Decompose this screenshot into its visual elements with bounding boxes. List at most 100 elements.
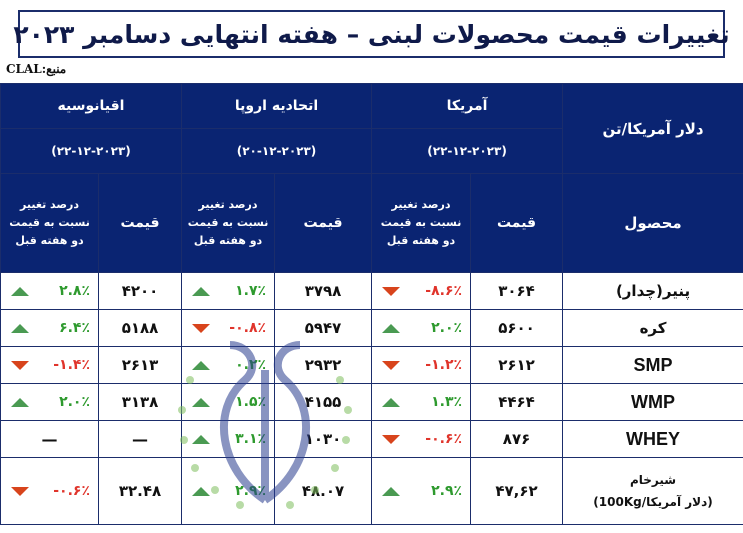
table-row: کره ۵۶۰۰ ۲.۰٪ ۵۹۴۷ -۰.۸٪ ۵۱۸۸ ۶.۴٪	[0, 309, 743, 347]
pct-header-line: نسبت به قیمت	[380, 216, 462, 229]
pct-change-us: -۱.۲٪	[371, 346, 472, 384]
unit-header: دلار آمریکا/تن	[562, 83, 743, 174]
pct-change-oc: ۶.۴٪	[0, 309, 100, 347]
region-us-date: (۲۲-۱۲-۲۰۲۳)	[371, 128, 564, 174]
pct-change-oc: —	[0, 420, 100, 458]
table-row: شیرخام (دلار آمریکا/100Kg) ۴۷,۶۲ ۲.۹٪ ۴۸.۰۷ ۲…	[0, 457, 743, 525]
product-name: کره	[562, 309, 743, 347]
pct-value: ۱.۵٪	[235, 394, 267, 410]
page-title: تغییرات قیمت محصولات لبنی – هفته انتهایی…	[13, 19, 730, 49]
triangle-down-icon	[192, 323, 211, 333]
price-us: ۲۶۱۲	[470, 346, 564, 384]
price-oc: ۳۱۳۸	[98, 383, 183, 421]
pct-value: ۲.۹٪	[431, 483, 463, 499]
pct-change-us: ۱.۳٪	[371, 383, 472, 421]
pct-change-eu: ۰.۲٪	[181, 346, 276, 384]
pct-value: -۱.۴٪	[53, 357, 91, 373]
pct-value: -۸.۶٪	[425, 283, 463, 299]
pct-header-oc: درصد تغییر نسبت به قیمت دو هفته قبل	[0, 173, 100, 273]
price-us: ۵۶۰۰	[470, 309, 564, 347]
pct-change-oc: -۱.۴٪	[0, 346, 100, 384]
pct-header-line: درصد تغییر	[20, 198, 79, 211]
pct-value: -۰.۶٪	[53, 483, 91, 499]
price-us: ۴۷,۶۲	[470, 457, 564, 525]
price-eu: ۱۰۳۰	[274, 420, 373, 458]
pct-change-us: -۸.۶٪	[371, 272, 472, 310]
pct-value: ۶.۴٪	[59, 320, 91, 336]
pct-value: -۰.۶٪	[425, 431, 463, 447]
pct-header-line: دو هفته قبل	[193, 234, 263, 247]
product-name: WMP	[562, 383, 743, 421]
region-eu-name: اتحادیه اروپا	[181, 83, 373, 129]
triangle-up-icon	[192, 360, 211, 370]
price-oc: ۴۲۰۰	[98, 272, 183, 310]
triangle-up-icon	[11, 323, 29, 333]
price-us: ۴۴۶۴	[470, 383, 564, 421]
pct-header-line: دو هفته قبل	[15, 234, 84, 247]
table-row: WHEY ۸۷۶ -۰.۶٪ ۱۰۳۰ ۳.۱٪ — —	[0, 420, 743, 458]
pct-change-eu: ۳.۱٪	[181, 420, 276, 458]
pct-header-line: درصد تغییر	[391, 198, 451, 211]
pct-change-eu: ۱.۷٪	[181, 272, 276, 310]
price-eu: ۴۱۵۵	[274, 383, 373, 421]
price-eu: ۳۷۹۸	[274, 272, 373, 310]
region-eu-date: (۲۰-۱۲-۲۰۲۳)	[181, 128, 373, 174]
triangle-down-icon	[11, 360, 29, 370]
triangle-up-icon	[382, 486, 401, 496]
pct-value: ۲.۰٪	[431, 320, 463, 336]
pct-change-us: ۲.۹٪	[371, 457, 472, 525]
triangle-down-icon	[382, 434, 401, 444]
price-header-eu: قیمت	[274, 173, 373, 273]
region-oc-name: اقیانوسیه	[0, 83, 183, 129]
triangle-up-icon	[192, 286, 211, 296]
triangle-down-icon	[382, 360, 401, 370]
region-oc-date: (۲۲-۱۲-۲۰۲۳)	[0, 128, 183, 174]
table-row: WMP ۴۴۶۴ ۱.۳٪ ۴۱۵۵ ۱.۵٪ ۳۱۳۸ ۲.۰٪	[0, 383, 743, 421]
pct-header-us: درصد تغییر نسبت به قیمت دو هفته قبل	[371, 173, 472, 273]
triangle-up-icon	[11, 397, 29, 407]
pct-change-us: ۲.۰٪	[371, 309, 472, 347]
pct-value: ۱.۳٪	[431, 394, 463, 410]
title-bar: تغییرات قیمت محصولات لبنی – هفته انتهایی…	[13, 10, 730, 58]
pct-value: ۱.۷٪	[235, 283, 267, 299]
pct-header-line: دو هفته قبل	[386, 234, 456, 247]
product-name: SMP	[562, 346, 743, 384]
price-oc: ۵۱۸۸	[98, 309, 183, 347]
table-row: SMP ۲۶۱۲ -۱.۲٪ ۲۹۳۲ ۰.۲٪ ۲۶۱۳ -۱.۴٪	[0, 346, 743, 384]
price-us: ۸۷۶	[470, 420, 564, 458]
product-name: شیرخام (دلار آمریکا/100Kg)	[562, 457, 743, 525]
price-oc: —	[98, 420, 183, 458]
product-name-line: (دلار آمریکا/100Kg)	[593, 495, 713, 509]
pct-value: -۱.۲٪	[425, 357, 463, 373]
triangle-down-icon	[382, 286, 401, 296]
pct-value: ۲.۸٪	[59, 283, 91, 299]
pct-change-us: -۰.۶٪	[371, 420, 472, 458]
triangle-down-icon	[11, 486, 29, 496]
price-us: ۳۰۶۴	[470, 272, 564, 310]
pct-change-eu: ۱.۵٪	[181, 383, 276, 421]
pct-value: ۲.۹٪	[235, 483, 267, 499]
price-eu: ۵۹۴۷	[274, 309, 373, 347]
table-row: پنیر(چدار) ۳۰۶۴ -۸.۶٪ ۳۷۹۸ ۱.۷٪ ۴۲۰۰ ۲.۸٪	[0, 272, 743, 310]
column-header-row: محصول قیمت درصد تغییر نسبت به قیمت دو هف…	[0, 173, 743, 273]
triangle-up-icon	[192, 486, 211, 496]
triangle-up-icon	[382, 397, 401, 407]
region-us-name: آمریکا	[371, 83, 564, 129]
pct-change-oc: ۲.۸٪	[0, 272, 100, 310]
price-eu: ۲۹۳۲	[274, 346, 373, 384]
triangle-up-icon	[192, 434, 211, 444]
pct-value: ۳.۱٪	[235, 431, 267, 447]
product-name-line: شیرخام	[629, 473, 677, 487]
pct-header-line: درصد تغییر	[198, 198, 258, 211]
pct-value: ۲.۰٪	[59, 394, 91, 410]
price-table: دلار آمریکا/تن آمریکا اتحادیه اروپا اقیا…	[0, 83, 743, 525]
pct-header-line: نسبت به قیمت	[9, 216, 90, 229]
pct-change-eu: ۲.۹٪	[181, 457, 276, 525]
pct-change-oc: ۲.۰٪	[0, 383, 100, 421]
price-eu: ۴۸.۰۷	[274, 457, 373, 525]
pct-value: ۰.۲٪	[235, 357, 267, 373]
triangle-up-icon	[192, 397, 211, 407]
pct-change-oc: -۰.۶٪	[0, 457, 100, 525]
price-header-oc: قیمت	[98, 173, 183, 273]
